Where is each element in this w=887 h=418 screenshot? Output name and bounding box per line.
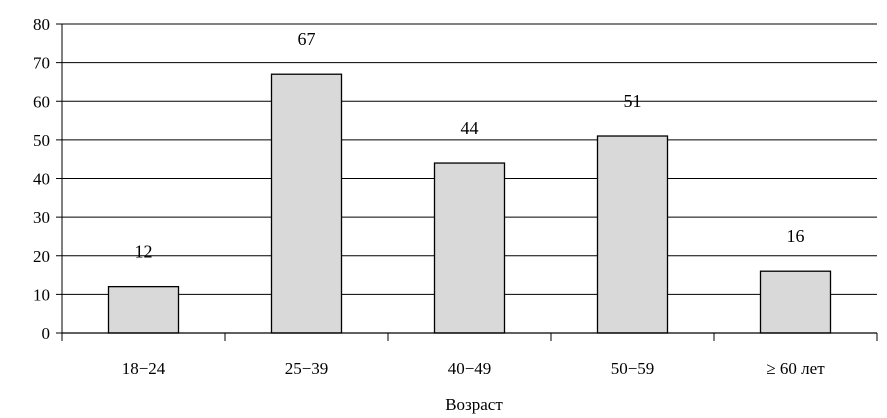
x-tick-label: 50−59 [611,359,655,378]
y-tick-label: 20 [33,247,50,266]
y-tick-label: 0 [42,324,51,343]
bar-2 [270,73,343,334]
x-tick-label: 40−49 [448,359,492,378]
y-tick-label: 50 [33,131,50,150]
data-label: 44 [461,118,479,138]
y-tick-label: 40 [33,170,50,189]
bars [107,73,832,334]
x-tick-label: 25−39 [285,359,329,378]
data-label: 16 [787,226,805,246]
x-tick-label: ≥ 60 лет [766,359,825,378]
y-axis-ticks: 0 10 20 30 40 50 60 70 80 [33,15,63,343]
x-tick-label: 18−24 [122,359,166,378]
x-axis-title: Возраст [445,395,503,414]
y-tick-label: 80 [33,15,50,34]
data-labels: 12 67 44 51 16 [135,29,805,261]
data-label: 51 [624,91,642,111]
y-tick-label: 30 [33,208,50,227]
y-tick-label: 10 [33,285,50,304]
bar-5 [759,270,832,334]
y-tick-label: 60 [33,92,50,111]
data-label: 67 [298,29,316,49]
bar-3 [433,162,506,334]
x-axis: 18−24 25−39 40−49 50−59 ≥ 60 лет [61,332,878,378]
data-label: 12 [135,242,153,262]
bar-1 [107,285,180,334]
y-tick-label: 70 [33,54,50,73]
bar-4 [596,135,669,334]
